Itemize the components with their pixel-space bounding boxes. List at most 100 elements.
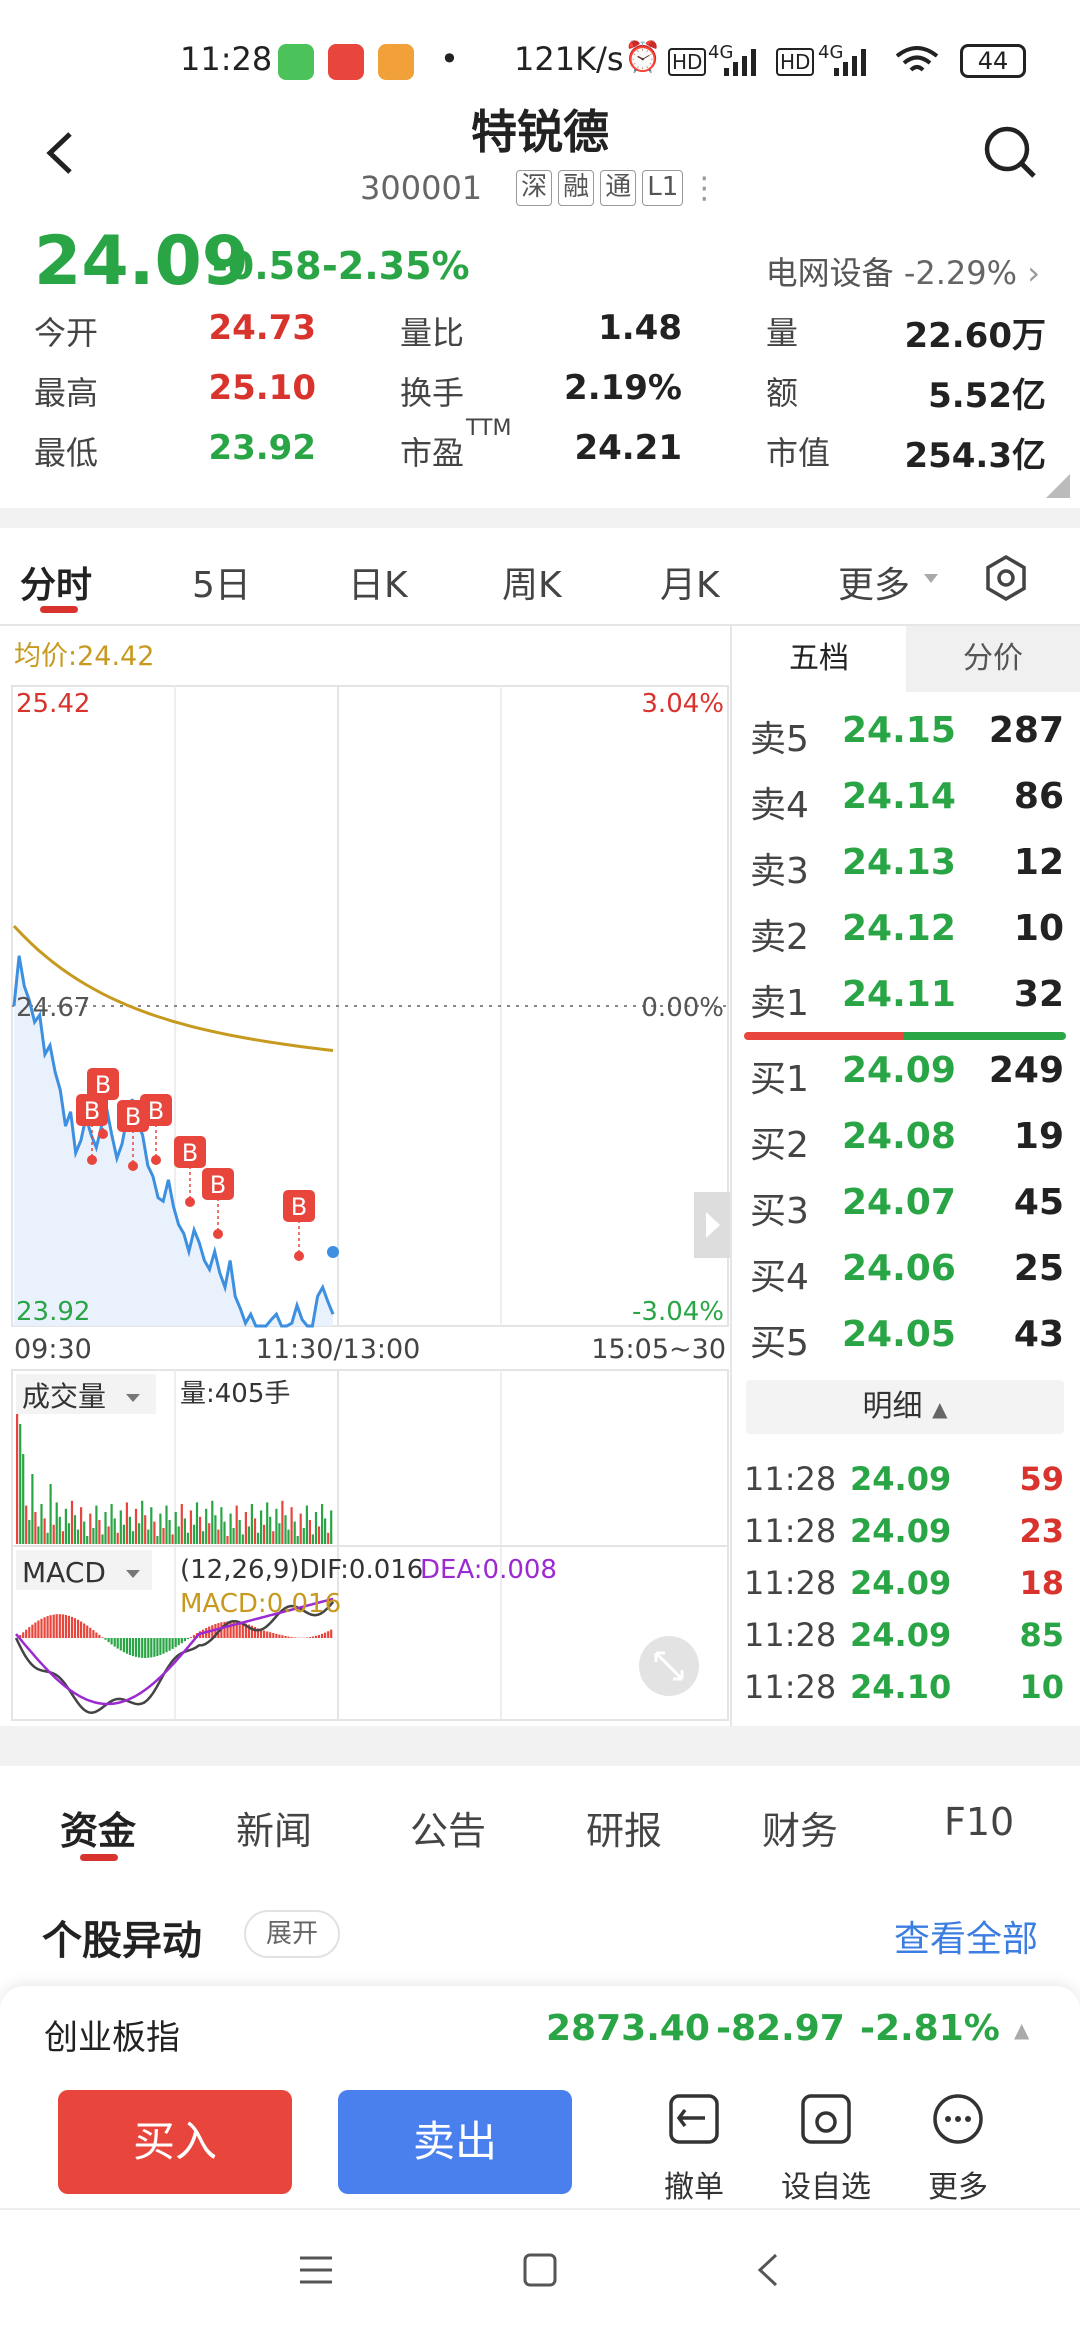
- bid-row[interactable]: 买4 24.06 25: [742, 1248, 1068, 1310]
- settings-hex-icon[interactable]: [982, 554, 1030, 602]
- index-name[interactable]: 创业板指: [44, 2018, 180, 2058]
- bid-price: 24.07: [842, 1182, 956, 1223]
- ask-label: 卖5: [750, 719, 809, 760]
- b-marker[interactable]: B: [87, 1068, 119, 1139]
- tab-period-2[interactable]: 日K: [348, 565, 408, 606]
- current-price: 24.09: [34, 222, 250, 301]
- b-marker[interactable]: B: [174, 1136, 206, 1207]
- ask-qty: 10: [1013, 908, 1064, 949]
- b-marker[interactable]: B: [283, 1190, 315, 1261]
- expand-corner-icon[interactable]: [1046, 474, 1070, 498]
- trade-time: 11:28: [744, 1668, 837, 1706]
- b-marker[interactable]: B: [202, 1168, 234, 1239]
- separator-2: [0, 1726, 1080, 1766]
- ask-label: 卖4: [750, 785, 809, 826]
- expand-button[interactable]: 展开: [244, 1910, 341, 1958]
- bid-qty: 43: [1013, 1314, 1064, 1355]
- back-button[interactable]: [36, 128, 86, 178]
- ask-row[interactable]: 卖1 24.11 32: [742, 974, 1068, 1036]
- bid-row[interactable]: 买5 24.05 43: [742, 1314, 1068, 1376]
- more-dots-icon[interactable]: ⋮: [689, 170, 720, 206]
- info-tab-2[interactable]: 公告: [410, 1809, 487, 1853]
- pct-max-label: 3.04%: [641, 689, 724, 719]
- ask-qty: 287: [988, 710, 1064, 751]
- status-bar: 11:28 • 121K/s ⏰ HD 4G HD 4G 44: [0, 0, 1080, 120]
- chevron-right-icon: ›: [1027, 254, 1040, 292]
- ask-row[interactable]: 卖4 24.14 86: [742, 776, 1068, 838]
- home-icon[interactable]: [522, 2252, 558, 2288]
- bid-row[interactable]: 买3 24.07 45: [742, 1182, 1068, 1244]
- bid-row[interactable]: 买1 24.09 249: [742, 1050, 1068, 1112]
- macd-label: MACD: [22, 1556, 106, 1589]
- macd-params: (12,26,9)DIF:0.016: [180, 1555, 423, 1585]
- signal-icon-2: [834, 49, 866, 76]
- search-button[interactable]: [982, 124, 1038, 180]
- bid-row[interactable]: 买2 24.08 19: [742, 1116, 1068, 1178]
- info-tab-0[interactable]: 资金: [60, 1809, 137, 1853]
- trade-qty: 23: [1019, 1512, 1064, 1550]
- y-max-label: 25.42: [16, 689, 90, 719]
- caret-up-icon-2[interactable]: ▲: [1014, 2018, 1030, 2042]
- tab-period-4[interactable]: 月K: [660, 565, 720, 606]
- bid-label: 买3: [750, 1191, 809, 1232]
- stat-label: 今开: [34, 314, 99, 352]
- stat-label: 量: [766, 314, 799, 352]
- menu-icon[interactable]: [298, 2254, 334, 2286]
- hd-icon: HD: [668, 48, 707, 76]
- cancel-order-button[interactable]: 撤单: [644, 2092, 744, 2206]
- time-end-label: 15:05~30: [591, 1334, 726, 1365]
- macd-value: MACD:0.016: [180, 1589, 341, 1619]
- bid-label: 买1: [750, 1059, 809, 1100]
- tab-period-5[interactable]: 更多: [838, 565, 911, 606]
- stat-label: 量比: [400, 314, 465, 352]
- sector-link[interactable]: 电网设备 -2.29% ›: [766, 248, 1040, 294]
- add-watchlist-button[interactable]: 设自选: [776, 2092, 876, 2206]
- trade-row: 11:28 24.09 85: [742, 1616, 1068, 1668]
- stat-label: 最低: [34, 434, 99, 472]
- volume-label: 成交量: [22, 1380, 106, 1413]
- status-time: 11:28: [180, 40, 273, 78]
- buy-button[interactable]: 买入: [58, 2090, 292, 2194]
- stat-label: 额: [766, 374, 799, 412]
- stat-value: 5.52亿: [928, 376, 1046, 416]
- ask-row[interactable]: 卖3 24.13 12: [742, 842, 1068, 904]
- more-circle-icon: [933, 2094, 983, 2144]
- stat-value: 25.10: [208, 368, 316, 408]
- detail-toggle[interactable]: 明细 ▲: [746, 1380, 1064, 1434]
- caret-down-icon: [126, 1394, 140, 1402]
- macd-bars: [19, 1614, 333, 1658]
- tab-period-0[interactable]: 分时: [20, 565, 93, 606]
- info-tab-1[interactable]: 新闻: [236, 1809, 313, 1853]
- tab-price-distribution[interactable]: 分价: [906, 626, 1080, 692]
- b-marker[interactable]: B: [76, 1094, 108, 1165]
- tab-period-3[interactable]: 周K: [502, 565, 562, 606]
- stat-value: 24.21: [574, 428, 682, 468]
- pct-min-label: -3.04%: [632, 1297, 724, 1327]
- sector-name: 电网设备: [765, 254, 894, 292]
- ask-qty: 12: [1013, 842, 1064, 883]
- ask-row[interactable]: 卖5 24.15 287: [742, 710, 1068, 772]
- info-tab-5[interactable]: F10: [944, 1800, 1015, 1844]
- trade-qty: 10: [1019, 1668, 1064, 1706]
- bid-qty: 249: [988, 1050, 1064, 1091]
- more-button[interactable]: 更多: [908, 2092, 1008, 2206]
- divider: [0, 624, 1080, 626]
- view-all-link[interactable]: 查看全部: [893, 1919, 1038, 1960]
- sell-button[interactable]: 卖出: [338, 2090, 572, 2194]
- tag-rong: 融: [558, 170, 595, 206]
- search-icon: [984, 126, 1036, 178]
- ask-row[interactable]: 卖2 24.12 10: [742, 908, 1068, 970]
- tab-period-1[interactable]: 5日: [192, 565, 251, 606]
- chevron-left-icon: [46, 132, 72, 174]
- tab-five-level[interactable]: 五档: [732, 626, 906, 692]
- back-nav-icon[interactable]: [754, 2252, 784, 2288]
- price-change: -0.58: [212, 244, 322, 288]
- caret-up-icon: ▲: [932, 1397, 948, 1421]
- b-marker[interactable]: B: [140, 1094, 172, 1165]
- info-tab-4[interactable]: 财务: [762, 1809, 839, 1853]
- info-tab-underline: [80, 1854, 118, 1861]
- info-tab-3[interactable]: 研报: [586, 1809, 663, 1853]
- battery-level: 44: [977, 47, 1009, 75]
- ask-price: 24.14: [842, 776, 956, 817]
